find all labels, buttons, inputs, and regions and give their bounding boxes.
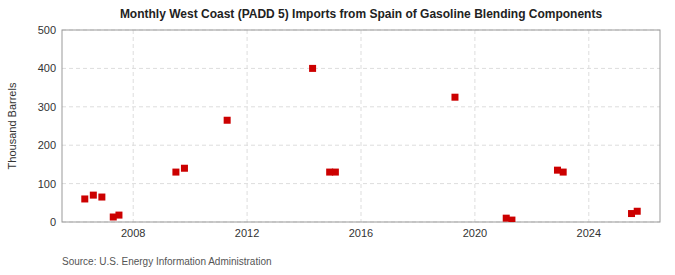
grid [62,30,660,222]
chart-svg: 0 100 200 300 400 500 2008 2012 2016 2020 2024 Mont… [0,0,675,275]
point [81,195,88,202]
point [508,217,515,222]
page: {"chart_data": {"type": "scatter", "titl… [0,0,675,275]
x-grid-line [361,30,362,222]
ticks: 0 100 200 300 400 500 2008 2012 2016 2020 2024 [38,24,601,239]
plot-frame [62,30,660,222]
y-grid-line [62,183,660,184]
point [309,65,316,72]
x-grid-line [247,30,248,222]
y-axis-label: Thousand Barrels [6,82,18,169]
x-tick-label: 2020 [463,227,487,239]
y-tick-label: 400 [38,62,56,74]
x-tick-label: 2012 [235,227,259,239]
point [332,169,339,176]
title: Monthly West Coast (PADD 5) Imports from… [120,7,603,21]
x-grid-line [588,30,589,222]
x-tick-label: 2024 [577,227,601,239]
y-tick-label: 500 [38,24,56,36]
x-tick-label: 2008 [121,227,145,239]
point [560,169,567,176]
point [181,165,188,172]
point [634,208,641,215]
point [224,117,231,124]
y-tick-label: 0 [50,216,56,228]
point [451,94,458,101]
point [172,169,179,176]
chart-container: 0 100 200 300 400 500 2008 2012 2016 2020 2024 Mont… [0,0,675,275]
x-grid-line [133,30,134,222]
point [98,194,105,201]
point [90,192,97,199]
x-grid-line [474,30,475,222]
y-tick-label: 100 [38,178,56,190]
x-tick-label: 2016 [349,227,373,239]
point [115,212,122,219]
points [81,65,640,222]
y-tick-label: 200 [38,139,56,151]
y-tick-label: 300 [38,101,56,113]
source-note: Source: U.S. Energy Information Administ… [62,256,272,267]
